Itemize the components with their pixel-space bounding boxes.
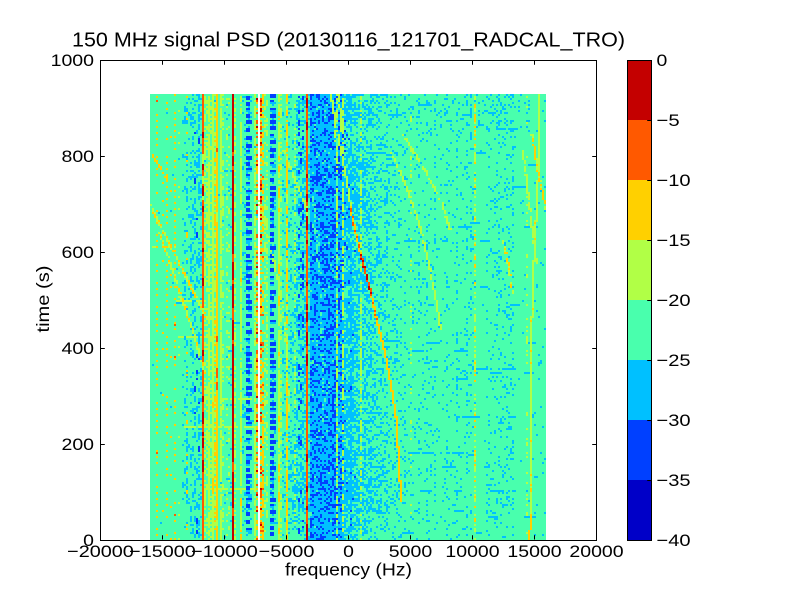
svg-text:15000: 15000 — [507, 542, 561, 561]
svg-text:−5: −5 — [657, 111, 680, 130]
svg-text:400: 400 — [62, 339, 95, 358]
svg-text:−30: −30 — [657, 411, 691, 430]
svg-text:−15000: −15000 — [129, 542, 196, 561]
svg-text:−20000: −20000 — [67, 542, 134, 561]
svg-text:−40: −40 — [657, 531, 691, 550]
svg-text:150 MHz signal PSD (20130116_1: 150 MHz signal PSD (20130116_121701_RADC… — [72, 30, 625, 52]
svg-text:0: 0 — [657, 51, 668, 70]
svg-text:600: 600 — [62, 243, 95, 262]
svg-text:−35: −35 — [657, 471, 691, 490]
svg-text:frequency (Hz): frequency (Hz) — [285, 560, 412, 580]
svg-text:1000: 1000 — [51, 51, 94, 70]
svg-text:20000: 20000 — [569, 542, 623, 561]
svg-text:800: 800 — [62, 147, 95, 166]
svg-text:0: 0 — [83, 531, 94, 550]
svg-text:−5000: −5000 — [259, 542, 315, 561]
svg-text:−15: −15 — [657, 231, 691, 250]
svg-text:10000: 10000 — [445, 542, 499, 561]
svg-text:−25: −25 — [657, 351, 691, 370]
svg-text:0: 0 — [343, 542, 354, 561]
svg-text:5000: 5000 — [389, 542, 432, 561]
svg-text:time (s): time (s) — [33, 266, 53, 333]
svg-text:200: 200 — [62, 435, 95, 454]
svg-text:−20: −20 — [657, 291, 691, 310]
svg-text:−10000: −10000 — [191, 542, 258, 561]
svg-text:−10: −10 — [657, 171, 691, 190]
